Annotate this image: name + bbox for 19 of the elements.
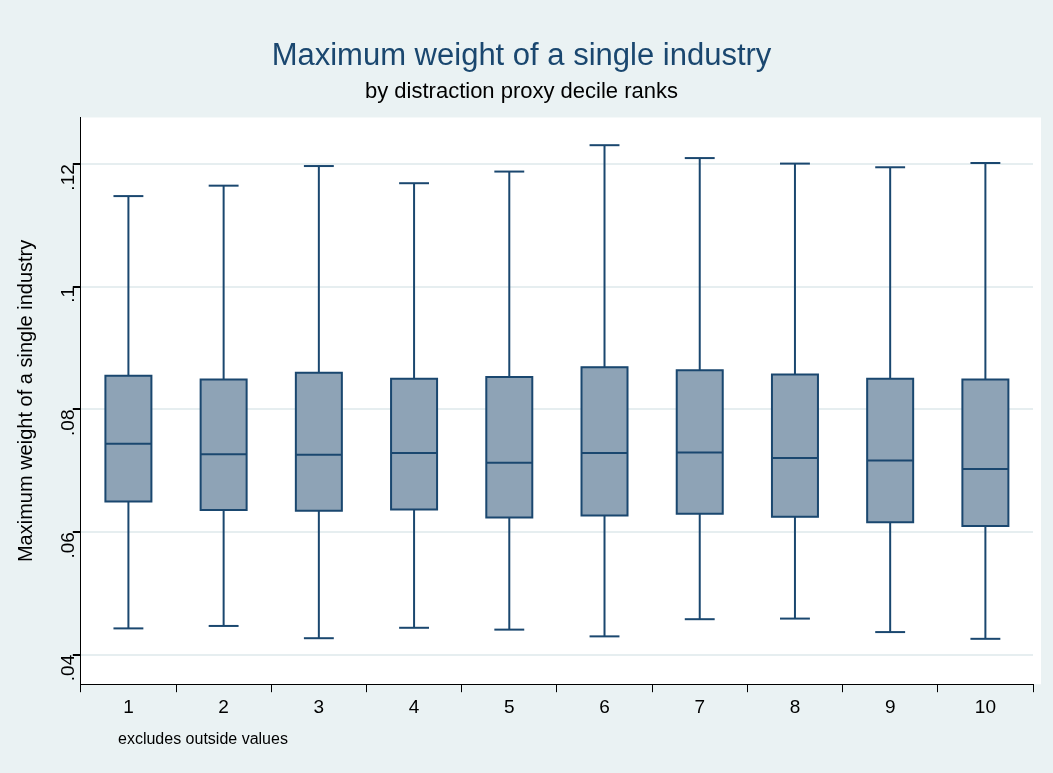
x-tick-label: 3 [313,695,325,717]
text: excludes outside values [118,730,288,748]
x-tick-label: 5 [504,695,515,717]
x-tick-label: 7 [694,695,706,717]
y-tick-label: .1 [57,286,79,303]
x-tick-label: 2 [218,695,229,717]
chart-title: Maximum weight of a single industry [271,37,772,73]
y-tick-label: .12 [57,164,79,191]
x-tick-label: 1 [123,695,134,717]
y-tick-label: .06 [57,532,79,559]
x-tick-label: 6 [599,695,610,717]
x-tick-label: 4 [408,695,420,717]
y-axis-title: Maximum weight of a single industry [13,239,36,563]
y-tick-label: .08 [57,409,79,436]
x-tick-label: 10 [974,695,996,717]
y-tick-label: .04 [57,654,79,682]
x-tick-label: 8 [789,695,801,717]
x-tick-label: 9 [884,695,896,717]
chart-subtitle: by distraction proxy decile ranks [364,78,679,104]
